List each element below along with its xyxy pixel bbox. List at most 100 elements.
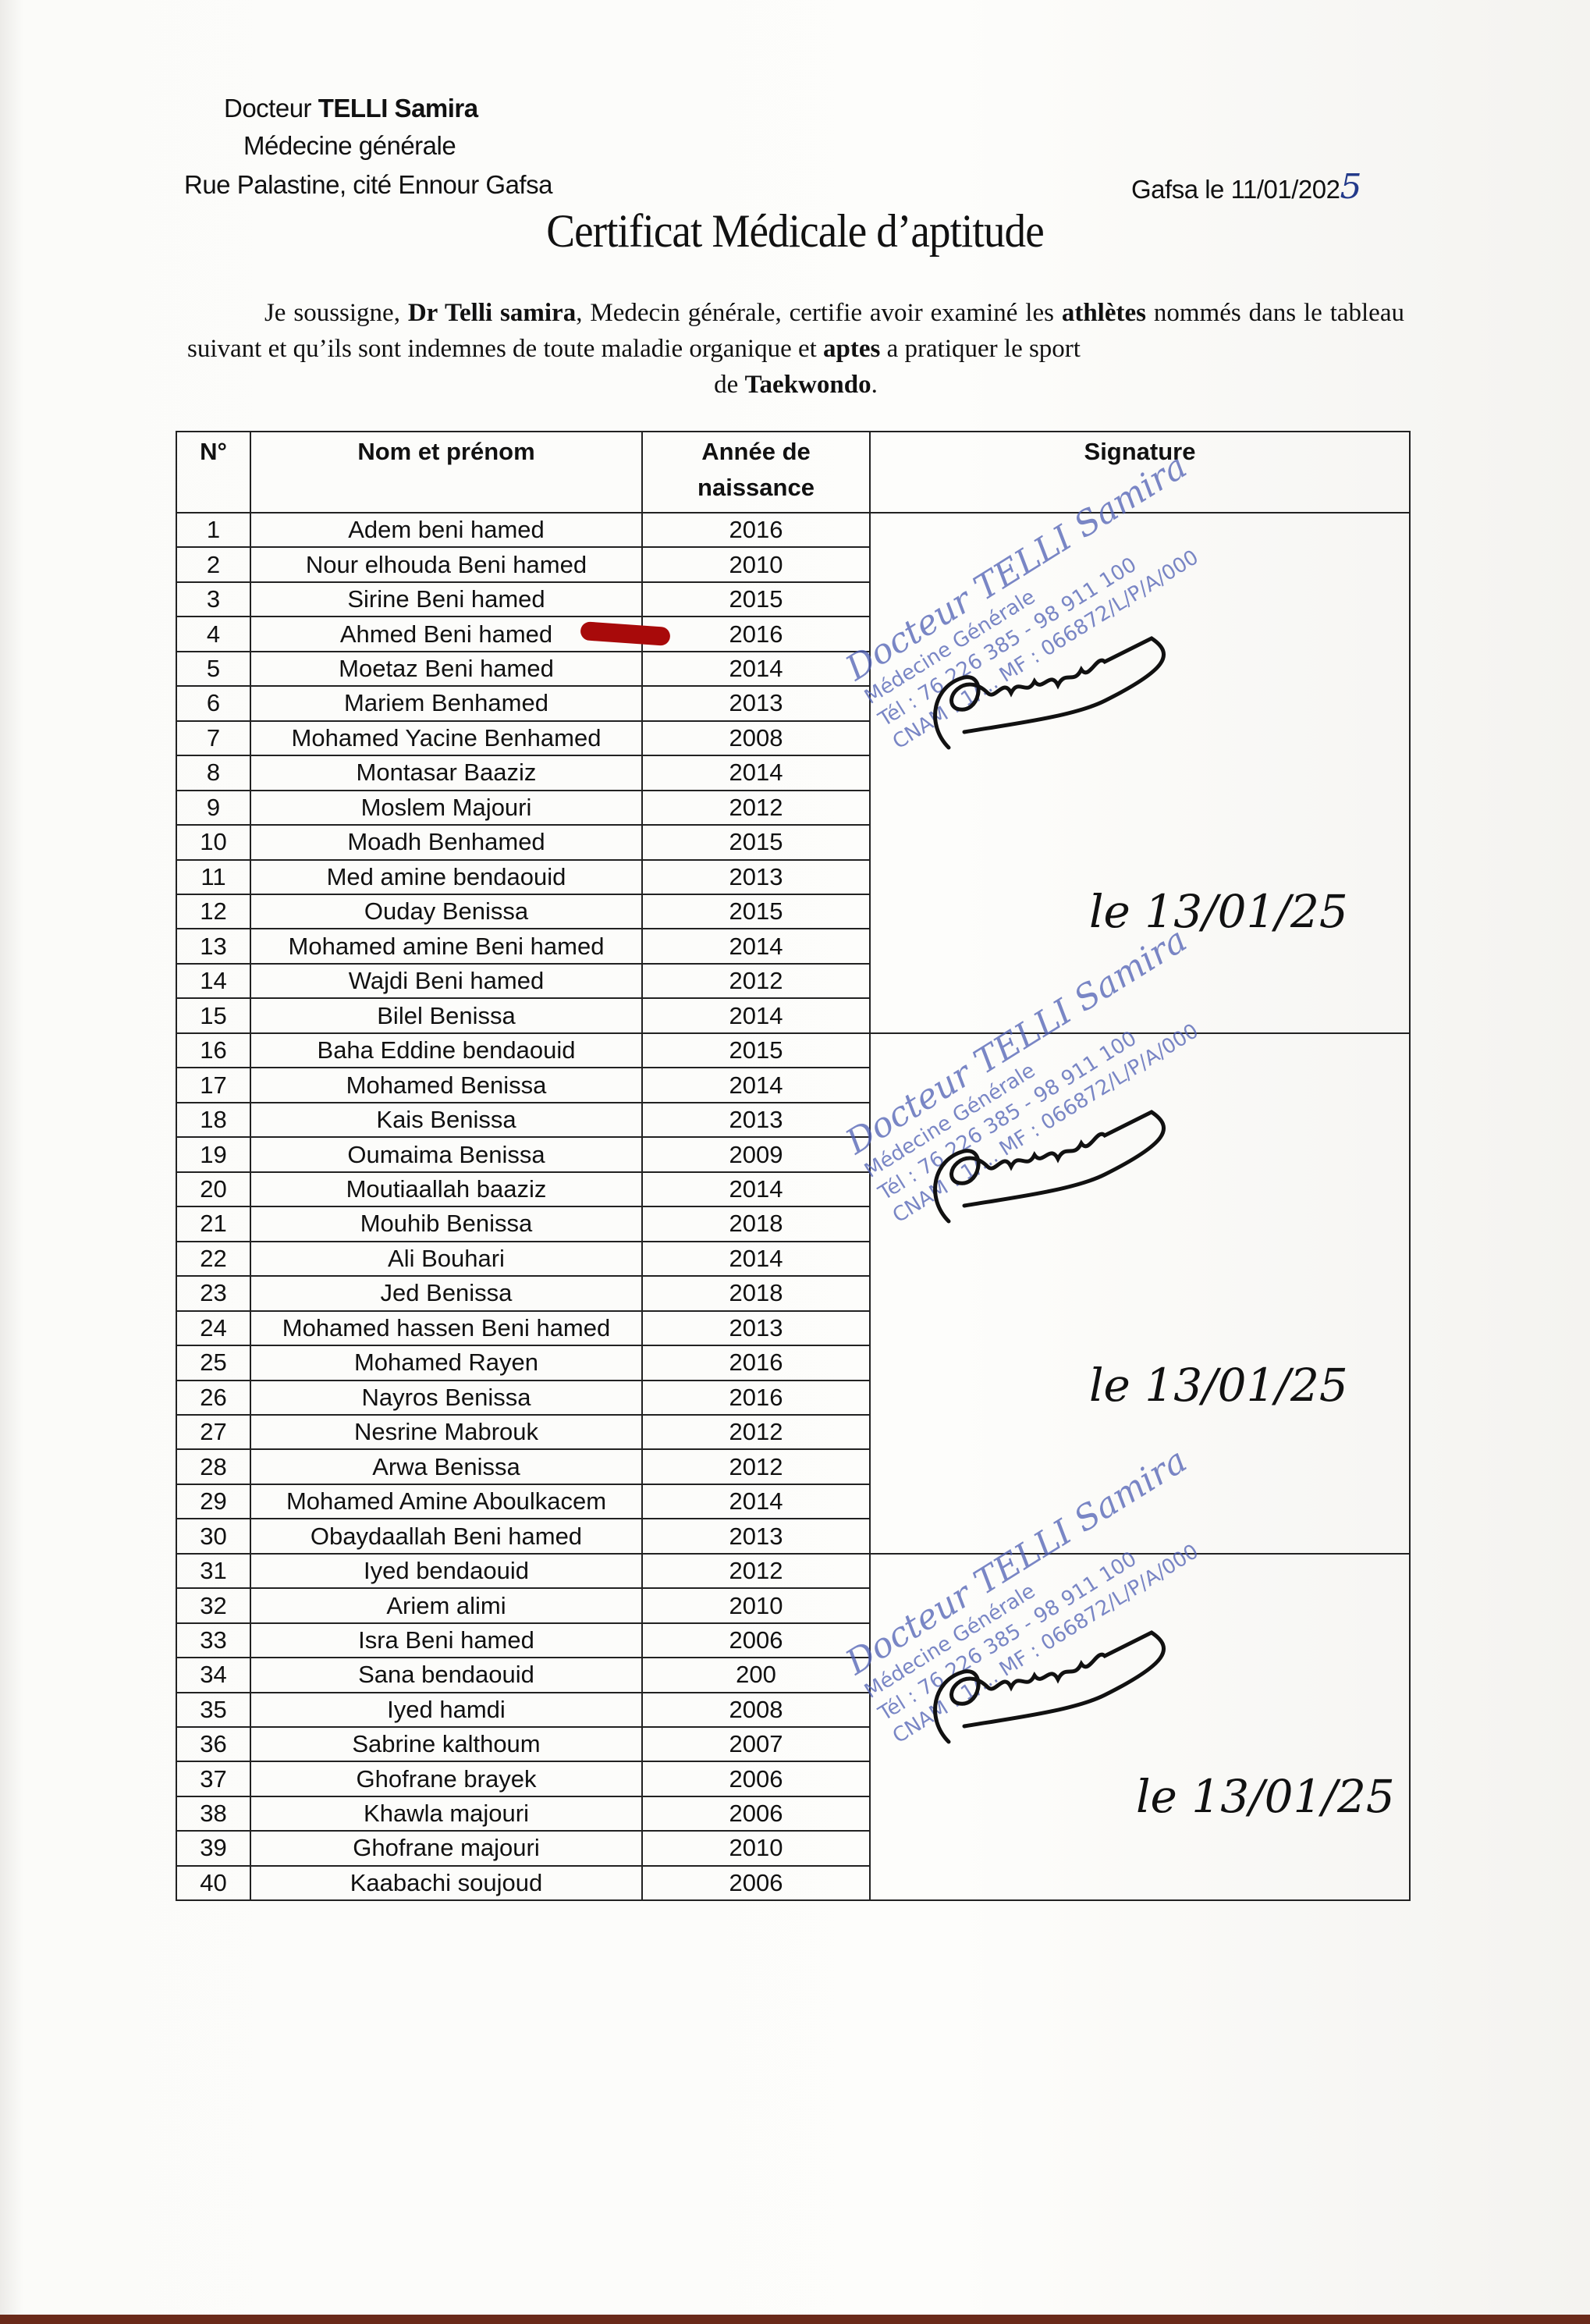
table-row: 16 Baha Eddine bendaouid 2015 Docteur TELLI… [176, 920, 1411, 1555]
cell-name: Baha Eddine bendaouid [250, 1032, 643, 1069]
cell-year: 2014 [641, 1483, 871, 1520]
cell-year: 2014 [641, 755, 871, 791]
cell-num: 28 [176, 1448, 251, 1485]
text: aptes [823, 335, 881, 363]
cell-year: 2013 [641, 1309, 871, 1347]
cell-num: 33 [176, 1622, 251, 1659]
doctor-address: Rue Palastine, cité Ennour Gafsa [184, 170, 552, 199]
cell-year: 2007 [641, 1725, 871, 1763]
table-row: 2 Nour elhouda Beni hamed 2010 [176, 546, 1410, 583]
cell-year: 2012 [641, 789, 871, 826]
cell-name: Sana bendaouid [250, 1657, 643, 1693]
cell-name: Wajdi Beni hamed [250, 962, 643, 1000]
cell-name: Kais Benissa [250, 1101, 643, 1139]
cell-name: Isra Beni hamed [250, 1622, 643, 1659]
cell-num: 31 [176, 1552, 251, 1590]
doctor-name: Docteur TELLI Samira [224, 94, 478, 123]
cell-year: 2010 [641, 1830, 871, 1867]
cell-name: Ariem alimi [250, 1587, 643, 1624]
table-row: 15 Bilel Benissa 2014 [176, 997, 1410, 1034]
signature-cell: Docteur TELLI Samira Médecine Générale Tél… [839, 920, 1411, 1555]
statement-last-line: de Taekwondo. [187, 367, 1404, 403]
cell-year: 2014 [641, 928, 871, 965]
cell-num: 23 [176, 1275, 251, 1312]
cell-year: 2010 [641, 1587, 871, 1624]
table-row: 1 Adem beni hamed 2016 Docteur TELLI Samira… [176, 446, 1411, 1034]
cell-name: Mohamed Yacine Benhamed [250, 720, 643, 757]
table-row: 10 Moadh Benhamed 2015 [176, 824, 1410, 861]
table-row: 11 Med amine bendaouid 2013 [176, 858, 1410, 895]
cell-year: 2012 [641, 1413, 871, 1451]
cell-year: 2012 [641, 962, 871, 1000]
signature-area: Docteur TELLI Samira Médecine Générale Tél… [839, 920, 1409, 1553]
cell-name: Jed Benissa [250, 1275, 643, 1312]
cell-num: 29 [176, 1483, 251, 1520]
table-row: 4 Ahmed Beni hamed 2016 [176, 616, 1410, 652]
text: nommés dans le tableau suivant et qu’ils… [187, 299, 1404, 363]
cell-name: Ouday Benissa [250, 893, 643, 930]
table-row: 6 Mariem Benhamed 2013 [176, 685, 1410, 722]
table-row: 32 Ariem alimi 2010 [176, 1587, 1410, 1624]
table-row: 40 Kaabachi soujoud 2006 [176, 1864, 1410, 1902]
cell-num: 38 [176, 1795, 251, 1832]
cell-year: 2018 [641, 1275, 871, 1312]
document-title: Certificat Médicale d’aptitude [546, 205, 1045, 257]
text: . [871, 371, 878, 399]
cell-num: 4 [176, 616, 251, 652]
cell-num: 16 [176, 1032, 251, 1069]
cell-num: 39 [176, 1830, 251, 1867]
text: athlètes [1061, 299, 1146, 327]
table-row: 14 Wajdi Beni hamed 2012 [176, 962, 1410, 1000]
cell-num: 1 [176, 511, 251, 549]
certificate-statement: Je soussigne, Dr Telli samira, Medecin g… [187, 295, 1404, 403]
cell-year: 2015 [641, 1032, 871, 1069]
cell-year: 2013 [641, 858, 871, 895]
table-header-row: N° Nom et prénom Année de naissance Sign… [176, 431, 1411, 513]
table-row: 34 Sana bendaouid 200 [176, 1657, 1410, 1693]
table-row: 21 Mouhib Benissa 2018 [176, 1206, 1410, 1242]
cell-name: Moadh Benhamed [250, 824, 643, 861]
table-row: 31 Iyed bendaouid 2012 Docteur TELLI Samira… [176, 1441, 1411, 1901]
cell-num: 30 [176, 1518, 251, 1555]
header-name: Nom et prénom [250, 431, 643, 513]
cell-name: Moutiaallah baaziz [250, 1171, 643, 1208]
cell-name: Nayros Benissa [250, 1379, 643, 1416]
cell-year: 2013 [641, 1518, 871, 1555]
cell-year: 2013 [641, 1101, 871, 1139]
cell-year: 2009 [641, 1136, 871, 1173]
cell-year: 2014 [641, 1171, 871, 1208]
cell-num: 36 [176, 1725, 251, 1763]
cell-name: Ghofrane majouri [250, 1830, 643, 1867]
cell-year: 2010 [641, 546, 871, 583]
cell-year: 2006 [641, 1761, 871, 1797]
cell-name: Arwa Benissa [250, 1448, 643, 1485]
table-row: 23 Jed Benissa 2018 [176, 1275, 1410, 1312]
cell-name: Iyed bendaouid [250, 1552, 643, 1590]
cell-year: 2016 [641, 616, 871, 652]
cell-year: 2012 [641, 1448, 871, 1485]
table-row: 27 Nesrine Mabrouk 2012 [176, 1413, 1410, 1451]
table-row: 18 Kais Benissa 2013 [176, 1101, 1410, 1139]
cell-num: 21 [176, 1206, 251, 1242]
cell-year: 2016 [641, 1345, 871, 1381]
cell-year: 2008 [641, 1691, 871, 1728]
cell-name: Adem beni hamed [250, 511, 643, 549]
text: Je soussigne, [264, 299, 408, 327]
doctor-surname: TELLI Samira [318, 94, 478, 123]
doctor-specialty: Médecine générale [243, 131, 456, 160]
cell-name: Sirine Beni hamed [250, 581, 643, 618]
table-row: 25 Mohamed Rayen 2016 [176, 1345, 1410, 1381]
table-row: 28 Arwa Benissa 2012 [176, 1448, 1410, 1485]
date-label: Gafsa le 11/01/202 [1131, 175, 1340, 204]
cell-num: 20 [176, 1171, 251, 1208]
cell-num: 9 [176, 789, 251, 826]
cell-num: 26 [176, 1379, 251, 1416]
cell-year: 2016 [641, 1379, 871, 1416]
text: Dr Telli samira [407, 299, 577, 327]
cell-name: Iyed hamdi [250, 1691, 643, 1728]
cell-num: 11 [176, 858, 251, 895]
table-row: 33 Isra Beni hamed 2006 [176, 1622, 1410, 1659]
document-date: Gafsa le 11/01/2025 [1131, 167, 1361, 207]
cell-year: 2014 [641, 650, 871, 688]
cell-num: 2 [176, 546, 251, 583]
